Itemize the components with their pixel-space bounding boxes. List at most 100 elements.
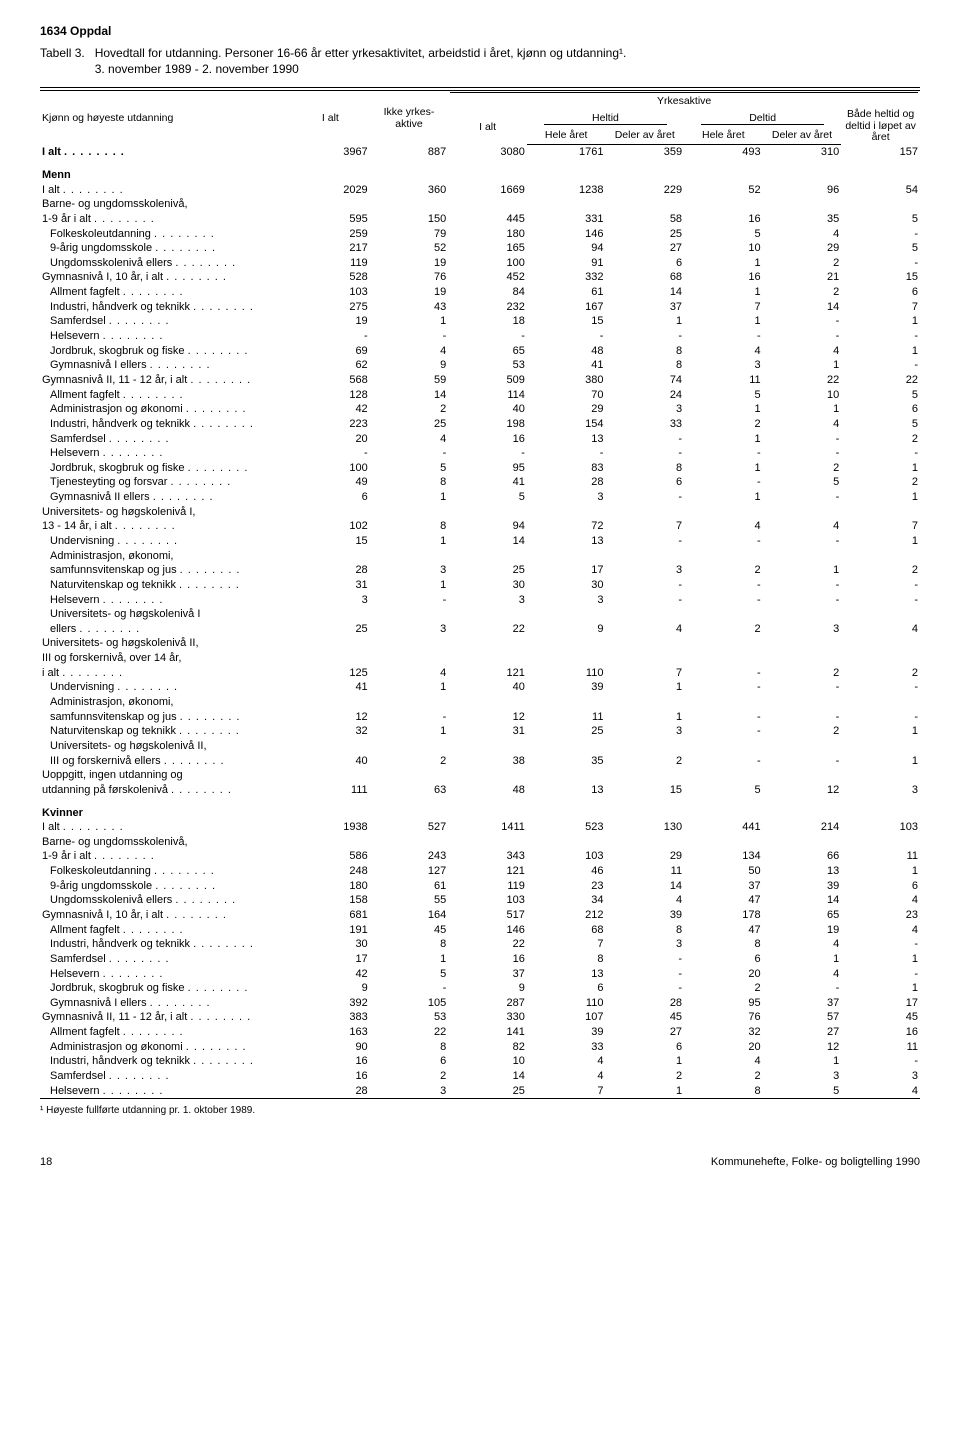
table-row: Allment fagfelt . . . . . . . . 19145146… [40,923,920,938]
row-label: Helsevern . . . . . . . . [40,1084,291,1099]
cell: 4 [763,344,842,359]
cell: 3080 [448,145,527,160]
row-label: Naturvitenskap og teknikk . . . . . . . … [40,578,291,593]
cell: 681 [291,908,370,923]
cell: 22 [448,937,527,952]
bottom-rule [40,1098,920,1099]
cell: 3 [370,622,449,637]
cell: 3 [370,1084,449,1099]
cell: 3 [527,490,606,505]
footnote: ¹ Høyeste fullførte utdanning pr. 1. okt… [40,1105,920,1116]
row-label: Administrasjon, økonomi, [40,549,291,564]
cell [370,636,449,651]
cell: 7 [527,937,606,952]
cell: 1 [684,432,763,447]
cell: 83 [527,461,606,476]
cell: - [527,446,606,461]
cell [291,505,370,520]
row-label: Jordbruk, skogbruk og fiske . . . . . . … [40,461,291,476]
cell: 66 [763,849,842,864]
cell: - [370,329,449,344]
cell: - [370,446,449,461]
table-body: I alt . . . . . . . . 396788730801761359… [40,145,920,1099]
table-row: Universitets- og høgskolenivå II, [40,739,920,754]
table-row: Jordbruk, skogbruk og fiske . . . . . . … [40,981,920,996]
table-row: Undervisning . . . . . . . . 41140391--- [40,680,920,695]
cell: 180 [291,879,370,894]
cell: 3 [763,622,842,637]
hdr-deltid-hele: Hele året [684,126,763,142]
row-label: Universitets- og høgskolenivå I [40,607,291,622]
table-title: Hovedtall for utdanning. Personer 16-66 … [95,46,627,60]
cell: 6 [605,256,684,271]
cell [605,549,684,564]
cell: 12 [763,1040,842,1055]
row-label: samfunnsvitenskap og jus . . . . . . . . [40,563,291,578]
cell: 217 [291,241,370,256]
cell: - [684,534,763,549]
cell: 1 [841,724,920,739]
table-row: Administrasjon, økonomi, [40,549,920,564]
cell [291,607,370,622]
cell: - [605,490,684,505]
hdr-deltid: Deltid [684,108,841,125]
cell [527,168,606,183]
cell [763,636,842,651]
cell: - [763,490,842,505]
table-row: Gymnasnivå I ellers . . . . . . . . 3921… [40,996,920,1011]
cell: 4 [605,893,684,908]
cell [527,549,606,564]
cell: 7 [841,519,920,534]
cell: 55 [370,893,449,908]
cell: 37 [684,879,763,894]
cell: 29 [763,241,842,256]
cell: 141 [448,1025,527,1040]
cell [291,636,370,651]
cell: 7 [605,666,684,681]
cell: 331 [527,212,606,227]
cell: - [605,578,684,593]
cell: 3 [448,593,527,608]
cell: 2 [370,402,449,417]
cell: 103 [291,285,370,300]
cell: - [448,329,527,344]
table-row [40,798,920,806]
hdr-bade: Både heltid og deltid i løpet av året [841,108,920,145]
cell: 1 [763,563,842,578]
cell: 1 [841,952,920,967]
cell: 33 [605,417,684,432]
cell: 62 [291,358,370,373]
row-label: Universitets- og høgskolenivå II, [40,739,291,754]
cell: 50 [684,864,763,879]
row-label: 9-årig ungdomsskole . . . . . . . . [40,879,291,894]
cell [448,806,527,821]
table-row: Folkeskoleutdanning . . . . . . . . 2597… [40,227,920,242]
cell: 23 [841,908,920,923]
table-row: Administrasjon og økonomi . . . . . . . … [40,1040,920,1055]
cell: 127 [370,864,449,879]
cell: 27 [763,1025,842,1040]
cell: 25 [605,227,684,242]
row-label: Industri, håndverk og teknikk . . . . . … [40,937,291,952]
cell [841,636,920,651]
cell [291,651,370,666]
cell: 493 [684,145,763,160]
table-row [40,160,920,168]
cell: 2 [841,432,920,447]
cell: 4 [527,1054,606,1069]
cell: 445 [448,212,527,227]
cell: 17 [527,563,606,578]
cell: 3 [841,1069,920,1084]
cell: - [291,329,370,344]
cell: - [763,710,842,725]
table-row: 1-9 år i alt . . . . . . . . 58624334310… [40,849,920,864]
cell: 1 [763,1054,842,1069]
cell: 15 [527,314,606,329]
cell: 33 [527,1040,606,1055]
row-label: Administrasjon og økonomi . . . . . . . … [40,1040,291,1055]
cell: - [684,578,763,593]
cell [291,835,370,850]
row-label: Gymnasnivå II ellers . . . . . . . . [40,490,291,505]
cell: - [605,967,684,982]
row-label: Administrasjon og økonomi . . . . . . . … [40,402,291,417]
